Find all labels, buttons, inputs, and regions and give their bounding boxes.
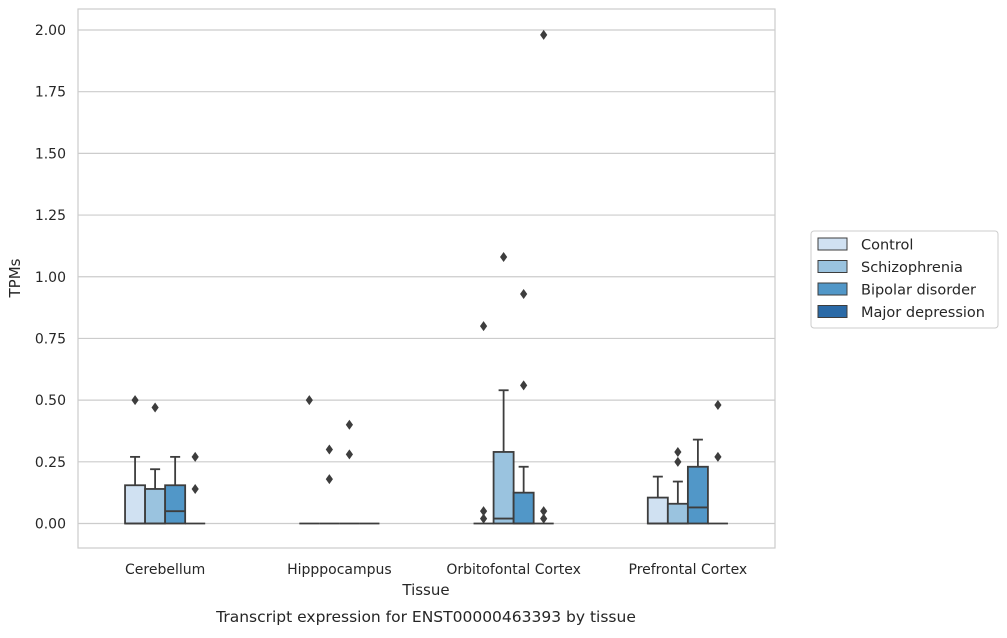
outliers [131,29,722,524]
y-tick-label: 0.75 [35,331,66,347]
y-tick-label: 1.50 [35,146,66,162]
outlier-point [714,400,722,411]
x-tick-label: Orbitofontal Cortex [446,562,581,578]
y-tick-label: 0.25 [35,455,66,471]
outlier-point [520,289,528,300]
box-body [144,488,167,525]
outlier-point [479,513,488,524]
legend-swatch [817,260,848,273]
legend-swatch [817,282,848,296]
legend: Control Schizophrenia Bipolar disorder Majo… [810,230,999,329]
legend-label: Schizophrenia [861,260,963,276]
outlier-point [191,483,199,494]
outlier-point [500,252,508,263]
legend-label: Control [861,238,913,254]
box-body [686,465,709,525]
outlier-point [674,446,682,457]
outlier-point [540,506,548,517]
outlier-point [131,395,139,406]
grid-lines [78,29,775,525]
legend-label: Bipolar disorder [861,283,976,299]
x-tick-label: Prefrontal Cortex [629,562,748,578]
plot-area [77,8,776,549]
box-body [492,451,515,525]
chart-title: Transcript expression for ENST0000046339… [215,608,636,626]
outlier-point [345,419,353,430]
box-body [666,502,689,525]
outlier-point [345,449,353,460]
y-axis-label: TPMs [6,258,24,298]
outlier-point [674,456,682,467]
outlier-point [520,380,528,391]
outlier-point [305,395,313,406]
y-tick-label: 1.00 [35,270,66,286]
legend-swatch [817,305,848,318]
x-axis-label: Tissue [401,581,449,599]
outlier-point [479,321,488,332]
box-body [164,484,187,525]
box-body [512,491,535,525]
x-tick-labels: Cerebellum Hipppocampus Orbitofontal Corte… [125,562,747,578]
x-tick-label: Cerebellum [125,562,205,578]
outlier-point [479,506,488,517]
outlier-point [151,402,159,413]
legend-swatch [817,237,848,251]
y-tick-label: 0.50 [35,393,66,409]
box-body [124,484,146,525]
y-tick-labels: 0.00 0.25 0.50 0.75 1.00 1.25 1.50 1.75 2.00 [35,23,66,533]
outlier-point [191,451,199,462]
x-tick-label: Hipppocampus [287,562,392,578]
y-tick-label: 2.00 [35,23,66,39]
y-tick-label: 0.00 [35,517,66,533]
outlier-point [540,513,548,524]
y-tick-label: 1.75 [35,85,66,101]
outlier-point [325,444,333,455]
outlier-point [714,451,722,462]
y-tick-label: 1.25 [35,208,66,224]
outlier-point [540,29,548,40]
legend-frame [810,230,999,329]
boxes [124,389,728,525]
box-body [646,496,669,525]
legend-label: Major depression [861,305,985,321]
outlier-point [325,474,333,485]
